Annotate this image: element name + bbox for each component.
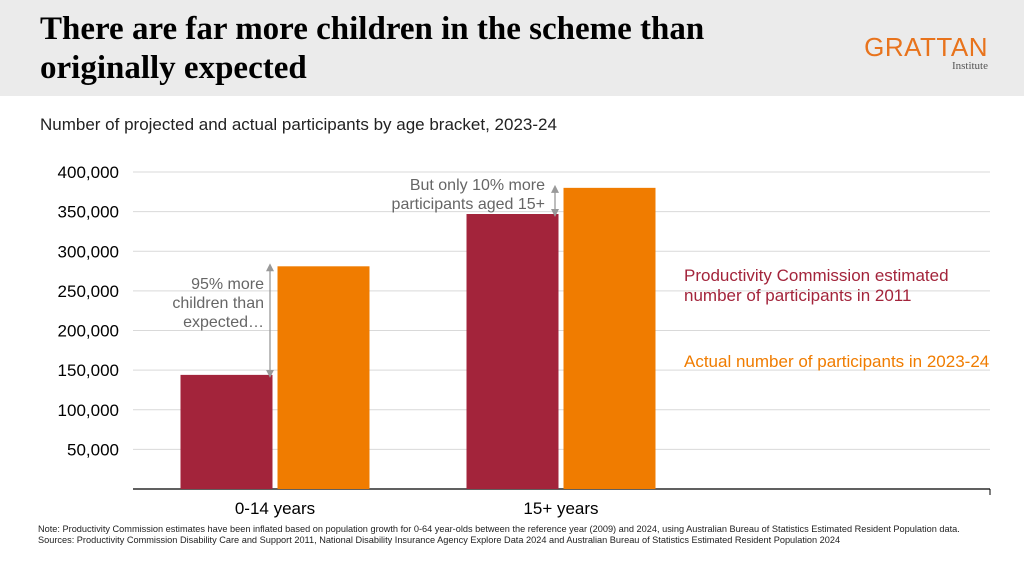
grattan-logo: GRATTAN Institute [858,34,988,72]
footer-notes: Note: Productivity Commission estimates … [38,524,998,546]
y-tick-label: 300,000 [58,242,119,261]
annotation-text: children than [172,295,264,312]
footer-note: Note: Productivity Commission estimates … [38,524,960,534]
y-tick-label: 50,000 [67,440,119,459]
chart-title: Number of projected and actual participa… [40,115,557,134]
page-title: There are far more children in the schem… [40,11,705,86]
x-category-label: 15+ years [523,499,598,518]
y-tick-label: 400,000 [58,163,119,182]
annotation-text: participants aged 15+ [392,196,545,213]
y-tick-label: 100,000 [58,401,119,420]
bar-actual [277,266,370,489]
footer-sources: Sources: Productivity Commission Disabil… [38,535,841,545]
bar-actual [563,187,656,489]
legend-projected: Productivity Commission estimated number… [684,266,949,305]
annotation-text: 95% more [191,276,264,293]
bar-projected [180,374,273,489]
y-tick-label: 150,000 [58,361,119,380]
y-tick-label: 350,000 [58,203,119,222]
bar-projected [466,214,559,489]
annotation-text: expected… [183,314,264,331]
x-category-label: 0-14 years [235,499,315,518]
logo-wordmark: GRATTAN [864,32,988,62]
annotation-text: But only 10% more [410,177,545,194]
header-band: There are far more children in the schem… [0,0,1024,96]
y-tick-label: 250,000 [58,282,119,301]
y-tick-label: 200,000 [58,322,119,341]
logo-subtext: Institute [951,60,988,72]
legend-actual: Actual number of participants in 2023-24 [684,352,990,371]
